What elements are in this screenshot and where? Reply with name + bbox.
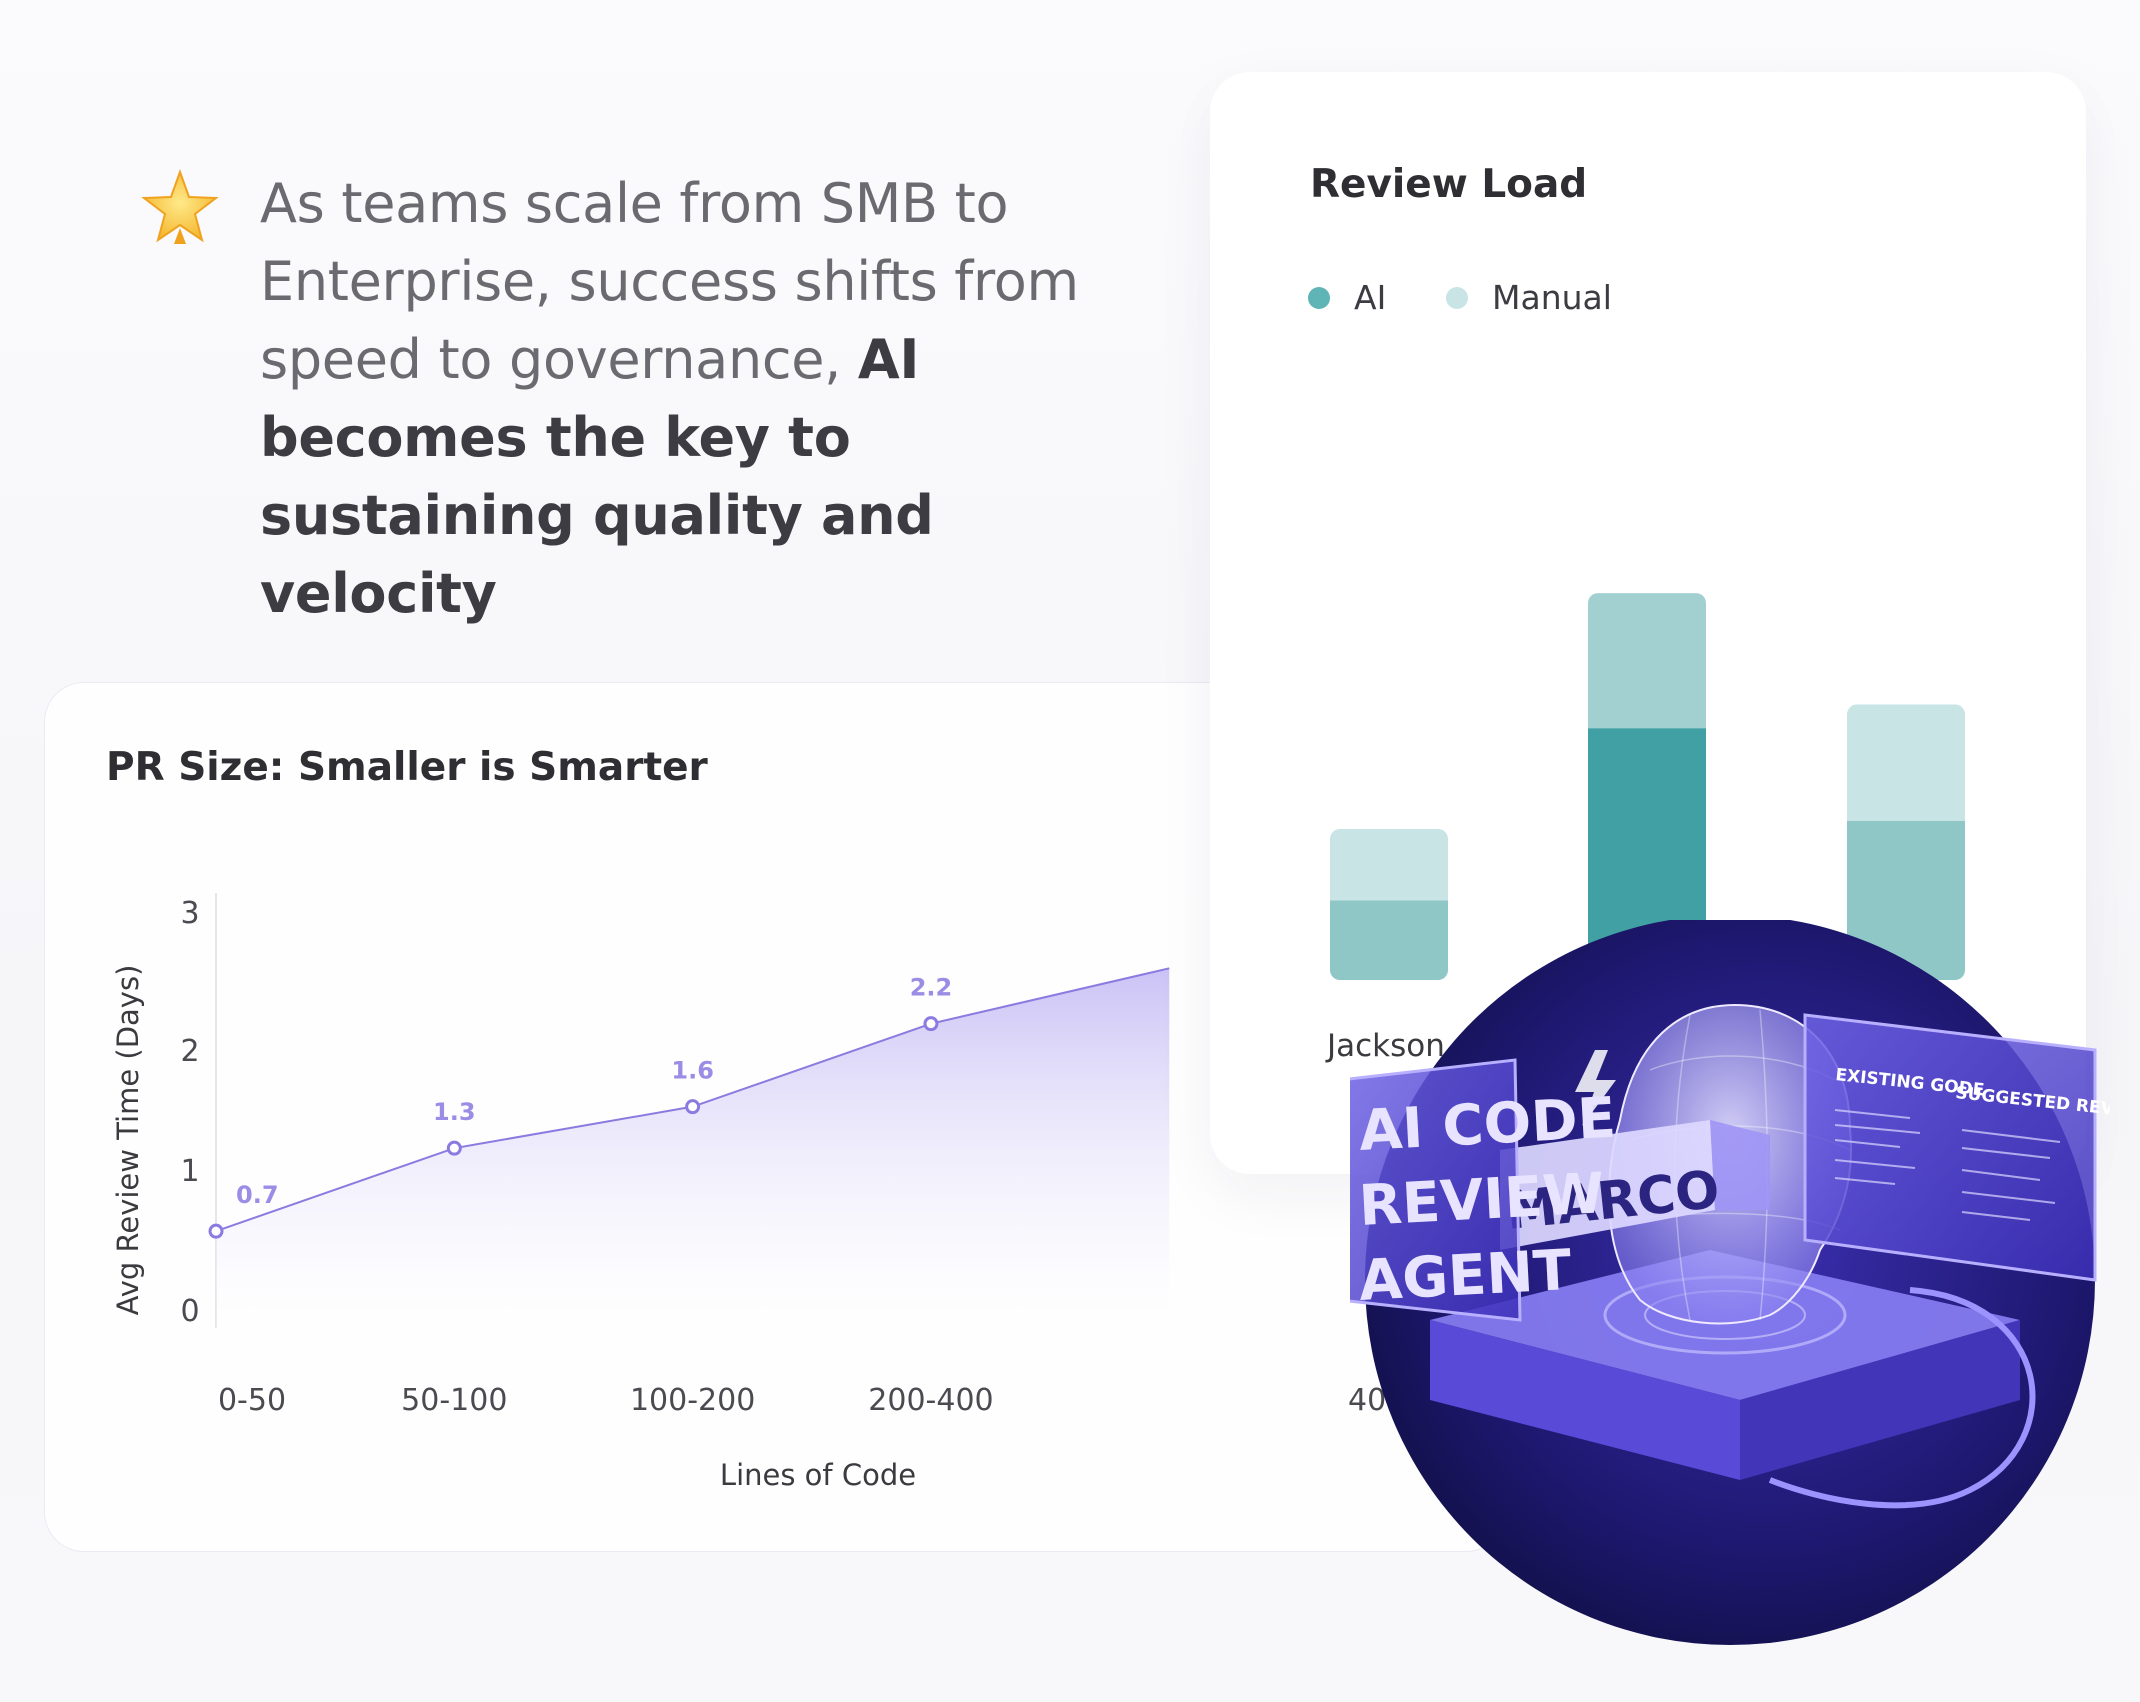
ai-agent-illustration: MARCO AI CODE REVIEW AGENT EXISTING GODE… [1350,920,2110,1645]
data-label: 0.7 [236,1181,279,1209]
load-card-title: Review Load [1310,162,1588,207]
x-tick-label: 100-200 [630,1383,755,1418]
code-panel [1803,1013,2097,1282]
star-icon [140,168,220,248]
x-tick-label: 0-50 [218,1383,286,1418]
legend-item-manual: Manual [1446,278,1612,317]
legend-label-manual: Manual [1492,278,1612,317]
y-tick-label: 0 [180,1294,199,1329]
data-label: 1.6 [671,1057,714,1085]
headline-normal: As teams scale from SMB to Enterprise, s… [260,172,1079,391]
x-tick-label: 200-400 [868,1383,993,1418]
x-tick-label: 50-100 [401,1383,507,1418]
y-tick-label: 3 [180,896,199,931]
data-label: 2.2 [910,974,953,1002]
data-point [923,1016,939,1032]
bar-manual-segment [1330,828,1448,901]
legend-dot-ai [1308,286,1330,309]
bar-manual-segment [1847,704,1965,821]
pr-card-title: PR Size: Smaller is Smarter [106,745,708,790]
legend-label-ai: AI [1354,278,1387,317]
panel-line-3: AGENT [1357,1238,1573,1314]
data-point [446,1140,462,1156]
data-label: 1.3 [433,1098,476,1126]
panel-line-2: REVIEW [1357,1161,1606,1239]
headline-bold: AI becomes the key to sustaining quality… [260,328,934,625]
visor [1500,1120,1715,1250]
legend-dot-manual [1446,286,1468,309]
lightning-icon [1575,1050,1616,1126]
legend-item-ai: AI [1308,278,1386,317]
bar-category-label: Jackson [1325,1028,1445,1064]
bar-manual-segment [1588,593,1706,729]
area-fill [216,968,1170,1328]
platform-top [1430,1250,2020,1400]
platform-right [1740,1320,2020,1480]
bar-ai-segment [1330,900,1448,980]
data-point [208,1223,224,1239]
y-tick-label: 2 [180,1034,199,1069]
y-axis-label: Avg Review Time (Days) [111,965,145,1316]
headline-text: As teams scale from SMB to Enterprise, s… [260,165,1120,633]
platform-left [1430,1320,1740,1480]
x-axis-label: Lines of Code [720,1458,916,1492]
x-tick-label: 40 [1348,1383,1386,1418]
panel-line-1: AI CODE [1357,1086,1617,1164]
data-point [685,1099,701,1115]
agent-panel [1350,1058,1522,1322]
y-tick-label: 1 [180,1154,199,1189]
